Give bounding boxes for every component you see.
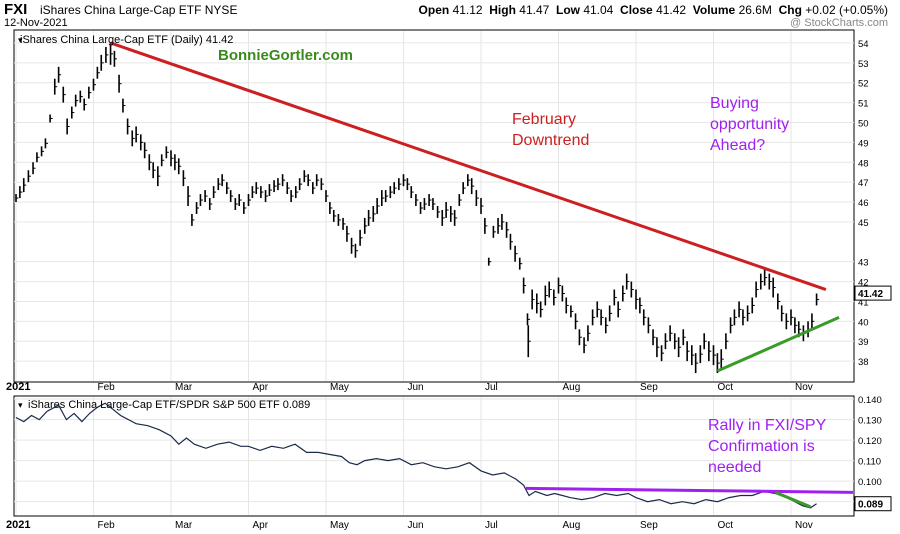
- watermark: BonnieGortler.com: [218, 47, 353, 64]
- ratio-last-value-box: [854, 496, 892, 512]
- price-panel-title: iShares China Large-Cap ETF (Daily) 41.4…: [20, 34, 233, 46]
- price-tick-label: 40: [858, 317, 869, 328]
- price-x-label: Nov: [795, 382, 813, 393]
- price-tick-label: 38: [858, 357, 869, 368]
- ratio-x-label: Oct: [718, 520, 734, 531]
- price-tick-label: 50: [858, 118, 869, 129]
- price-x-label: Jun: [408, 382, 424, 393]
- volume-value: 26.6M: [738, 3, 772, 17]
- ratio-annotation-text: needed: [708, 459, 761, 476]
- price-panel-axis: 38 39 40 41 42 43 45 46 47 48 49 50 51 52 53 54 2021 Feb M…: [6, 39, 892, 393]
- ratio-x-label: Jul: [485, 520, 498, 531]
- security-name: iShares China Large-Cap ETF NYSE: [40, 3, 237, 17]
- ratio-tick-label: 0.130: [858, 416, 882, 427]
- price-tick-label: 49: [858, 138, 869, 149]
- annotation-text: opportunity: [710, 116, 789, 133]
- ratio-x-label: Apr: [253, 520, 269, 531]
- ratio-tick-label: 0.120: [858, 436, 882, 447]
- high-label: High: [489, 3, 516, 17]
- ratio-panel-marker: ▾: [18, 400, 23, 410]
- ratio-x-label: Sep: [640, 520, 658, 531]
- chg-label: Chg: [778, 3, 802, 17]
- ratio-x-label: May: [330, 520, 349, 531]
- close-label: Close: [620, 3, 653, 17]
- price-tick-label: 45: [858, 218, 869, 229]
- volume-label: Volume: [692, 3, 736, 17]
- ratio-panel-title: iShares China Large-Cap ETF/SPDR S&P 500…: [28, 399, 310, 411]
- close-value: 41.42: [656, 3, 687, 17]
- price-x-label: 2021: [6, 381, 30, 393]
- price-tick-label: 41: [858, 297, 869, 308]
- ratio-tick-label: 0.100: [858, 477, 882, 488]
- chart-date: 12-Nov-2021: [4, 17, 68, 29]
- ratio-x-label: Mar: [175, 520, 193, 531]
- chg-value: +0.02 (+0.05%): [805, 3, 888, 17]
- price-panel-annotations: February Downtrend Buying opportunity Ahead?: [512, 95, 789, 154]
- ratio-annotation-text: Rally in FXI/SPY: [708, 417, 827, 434]
- open-value: 41.12: [452, 3, 483, 17]
- trendline-buying-opportunity: [716, 315, 840, 373]
- price-tick-label: 48: [858, 158, 869, 169]
- ratio-last-value: 0.089: [858, 500, 883, 511]
- price-x-label: Feb: [98, 382, 116, 393]
- price-tick-label: 43: [858, 258, 869, 269]
- stockcharts-credit: @ StockCharts.com: [790, 17, 888, 29]
- ratio-x-label: 2021: [6, 519, 30, 531]
- price-tick-label: 39: [858, 337, 869, 348]
- annotation-text: Ahead?: [710, 137, 765, 154]
- ratio-trendline-resistance: [525, 486, 854, 494]
- price-tick-label: 47: [858, 178, 869, 189]
- ohlc-readout: Open 41.12 High 41.47 Low 41.04 Close 41…: [419, 3, 888, 17]
- price-x-label: Apr: [253, 382, 269, 393]
- price-panel-marker: ▾: [18, 35, 23, 45]
- price-x-label: Aug: [563, 382, 581, 393]
- high-value: 41.47: [519, 3, 550, 17]
- ratio-x-label: Nov: [795, 520, 813, 531]
- price-tick-label: 52: [858, 79, 869, 90]
- ratio-tick-label: 0.140: [858, 395, 882, 406]
- price-x-label: May: [330, 382, 349, 393]
- ticker-symbol: FXI: [4, 1, 28, 18]
- annotation-text: Buying: [710, 95, 759, 112]
- ratio-tick-label: 0.110: [858, 457, 881, 468]
- ratio-x-label: Aug: [563, 520, 581, 531]
- price-panel-marks: [15, 41, 840, 374]
- ratio-x-label: Feb: [98, 520, 116, 531]
- price-last-value: 41.42: [858, 289, 883, 300]
- annotation-text: Downtrend: [512, 132, 589, 149]
- open-label: Open: [418, 3, 450, 17]
- exchange: NYSE: [204, 3, 238, 17]
- price-tick-label: 51: [858, 99, 869, 110]
- low-value: 41.04: [583, 3, 614, 17]
- ratio-panel-marks: [15, 402, 854, 509]
- annotation-text: February: [512, 111, 576, 128]
- price-last-value-box: [854, 285, 892, 301]
- ratio-annotation-text: Confirmation is: [708, 438, 815, 455]
- price-tick-label: 46: [858, 198, 869, 209]
- ratio-x-label: Jun: [408, 520, 424, 531]
- price-tick-label: 54: [858, 39, 869, 50]
- trendline-february-downtrend: [110, 41, 827, 291]
- price-x-label: Mar: [175, 382, 193, 393]
- price-x-label: Jul: [485, 382, 498, 393]
- price-tick-label: 42: [858, 278, 869, 289]
- chart-header: FXI iShares China Large-Cap ETF NYSE 12-…: [0, 0, 900, 30]
- price-tick-label: 53: [858, 59, 869, 70]
- security-name-text: iShares China Large-Cap ETF: [40, 3, 202, 17]
- ratio-panel-annotations: Rally in FXI/SPY Confirmation is needed: [708, 417, 827, 476]
- low-label: Low: [555, 3, 580, 17]
- ratio-panel-axis: 0.1400.1300.1200.1100.1000.0902021FebMar…: [6, 395, 892, 531]
- ratio-trendline-rally: [774, 491, 811, 509]
- ratio-series-line: [15, 402, 817, 509]
- price-x-label: Sep: [640, 382, 658, 393]
- price-x-label: Oct: [718, 382, 734, 393]
